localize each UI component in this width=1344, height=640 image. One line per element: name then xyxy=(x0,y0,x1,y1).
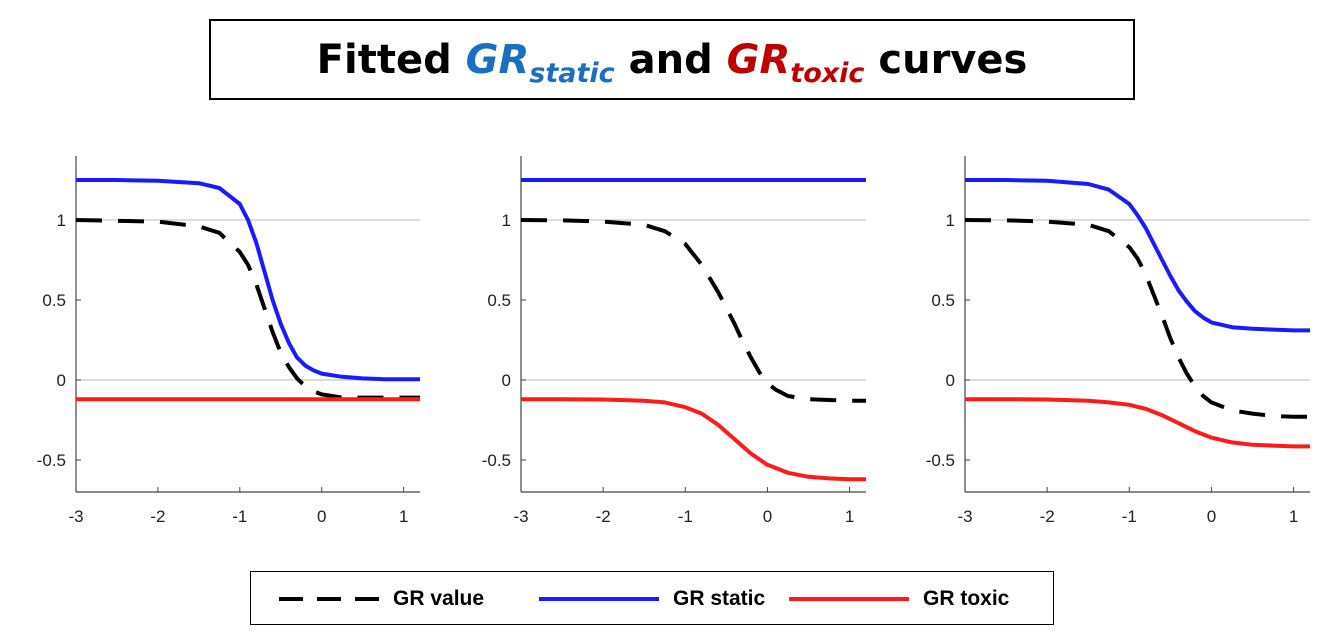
legend: GR value GR static GR toxic xyxy=(250,571,1054,625)
series-line-gr-toxic xyxy=(965,397,1310,449)
x-tick-label: 0 xyxy=(763,507,772,526)
y-tick-label: -0.5 xyxy=(37,451,66,470)
y-tick-label: 1 xyxy=(57,211,66,230)
charts-area: -0.5 0 0.5 1 -3 -2 -1 0 1 -0.5 0 0.5 1 -3 -2 -1 0 1 -0.5 0 0… xyxy=(37,156,1310,526)
x-tick-label: -3 xyxy=(68,507,83,526)
y-tick-label: 0.5 xyxy=(487,291,511,310)
x-tick-label: 1 xyxy=(845,507,854,526)
title-toxic-sub: toxic xyxy=(790,57,865,89)
y-tick-label: 0 xyxy=(502,371,511,390)
y-tick-label: 0.5 xyxy=(931,291,955,310)
legend-swatch-gr-toxic xyxy=(789,597,909,601)
legend-swatch-gr-value xyxy=(279,597,379,601)
y-tick-label: -0.5 xyxy=(926,451,955,470)
x-tick-label: 1 xyxy=(399,507,408,526)
legend-item-gr-value: GR value xyxy=(279,572,484,626)
x-tick-label: 1 xyxy=(1289,507,1298,526)
series-line-gr-value xyxy=(520,218,866,403)
y-tick-label: -0.5 xyxy=(482,451,511,470)
title-prefix: Fitted xyxy=(316,36,452,83)
y-tick-label: 0.5 xyxy=(42,291,66,310)
x-tick-label: -3 xyxy=(957,507,972,526)
x-tick-label: -1 xyxy=(232,507,247,526)
y-tick-label: 1 xyxy=(946,211,955,230)
x-tick-label: -2 xyxy=(596,507,611,526)
series-line-gr-static xyxy=(76,178,420,382)
legend-label-gr-value: GR value xyxy=(393,587,485,610)
chart-panel-3: -0.5 0 0.5 1 -3 -2 -1 0 1 xyxy=(926,156,1310,526)
legend-swatch-gr-static xyxy=(539,597,659,601)
title-static-main: GR xyxy=(465,36,530,83)
x-tick-label: -1 xyxy=(678,507,693,526)
title-gr-static: GRstatic xyxy=(465,36,615,87)
title-middle: and xyxy=(628,36,713,83)
legend-item-gr-toxic: GR toxic xyxy=(789,572,1009,626)
series-line-gr-static xyxy=(965,178,1310,333)
y-tick-label: 0 xyxy=(57,371,66,390)
x-tick-label: -1 xyxy=(1122,507,1137,526)
x-tick-label: 0 xyxy=(1207,507,1216,526)
y-tick-label: 1 xyxy=(502,211,511,230)
legend-item-gr-static: GR static xyxy=(539,572,765,626)
chart-panel-1: -0.5 0 0.5 1 -3 -2 -1 0 1 xyxy=(37,156,420,526)
chart-panel-2: -0.5 0 0.5 1 -3 -2 -1 0 1 xyxy=(482,156,866,526)
title-toxic-main: GR xyxy=(726,36,791,83)
x-tick-label: -3 xyxy=(513,507,528,526)
legend-label-gr-static: GR static xyxy=(673,587,766,610)
y-tick-label: 0 xyxy=(946,371,955,390)
x-tick-label: -2 xyxy=(1040,507,1055,526)
title-gr-toxic: GRtoxic xyxy=(726,36,865,87)
x-tick-label: -2 xyxy=(150,507,165,526)
title-suffix: curves xyxy=(878,36,1028,83)
x-tick-label: 0 xyxy=(317,507,326,526)
series-line-gr-value xyxy=(964,218,1310,419)
series-line-gr-value xyxy=(75,218,420,400)
series-line-gr-toxic xyxy=(521,397,866,482)
title-static-sub: static xyxy=(529,57,615,89)
legend-label-gr-toxic: GR toxic xyxy=(923,587,1010,610)
chart-title: Fitted GRstatic and GRtoxic curves xyxy=(209,19,1135,100)
